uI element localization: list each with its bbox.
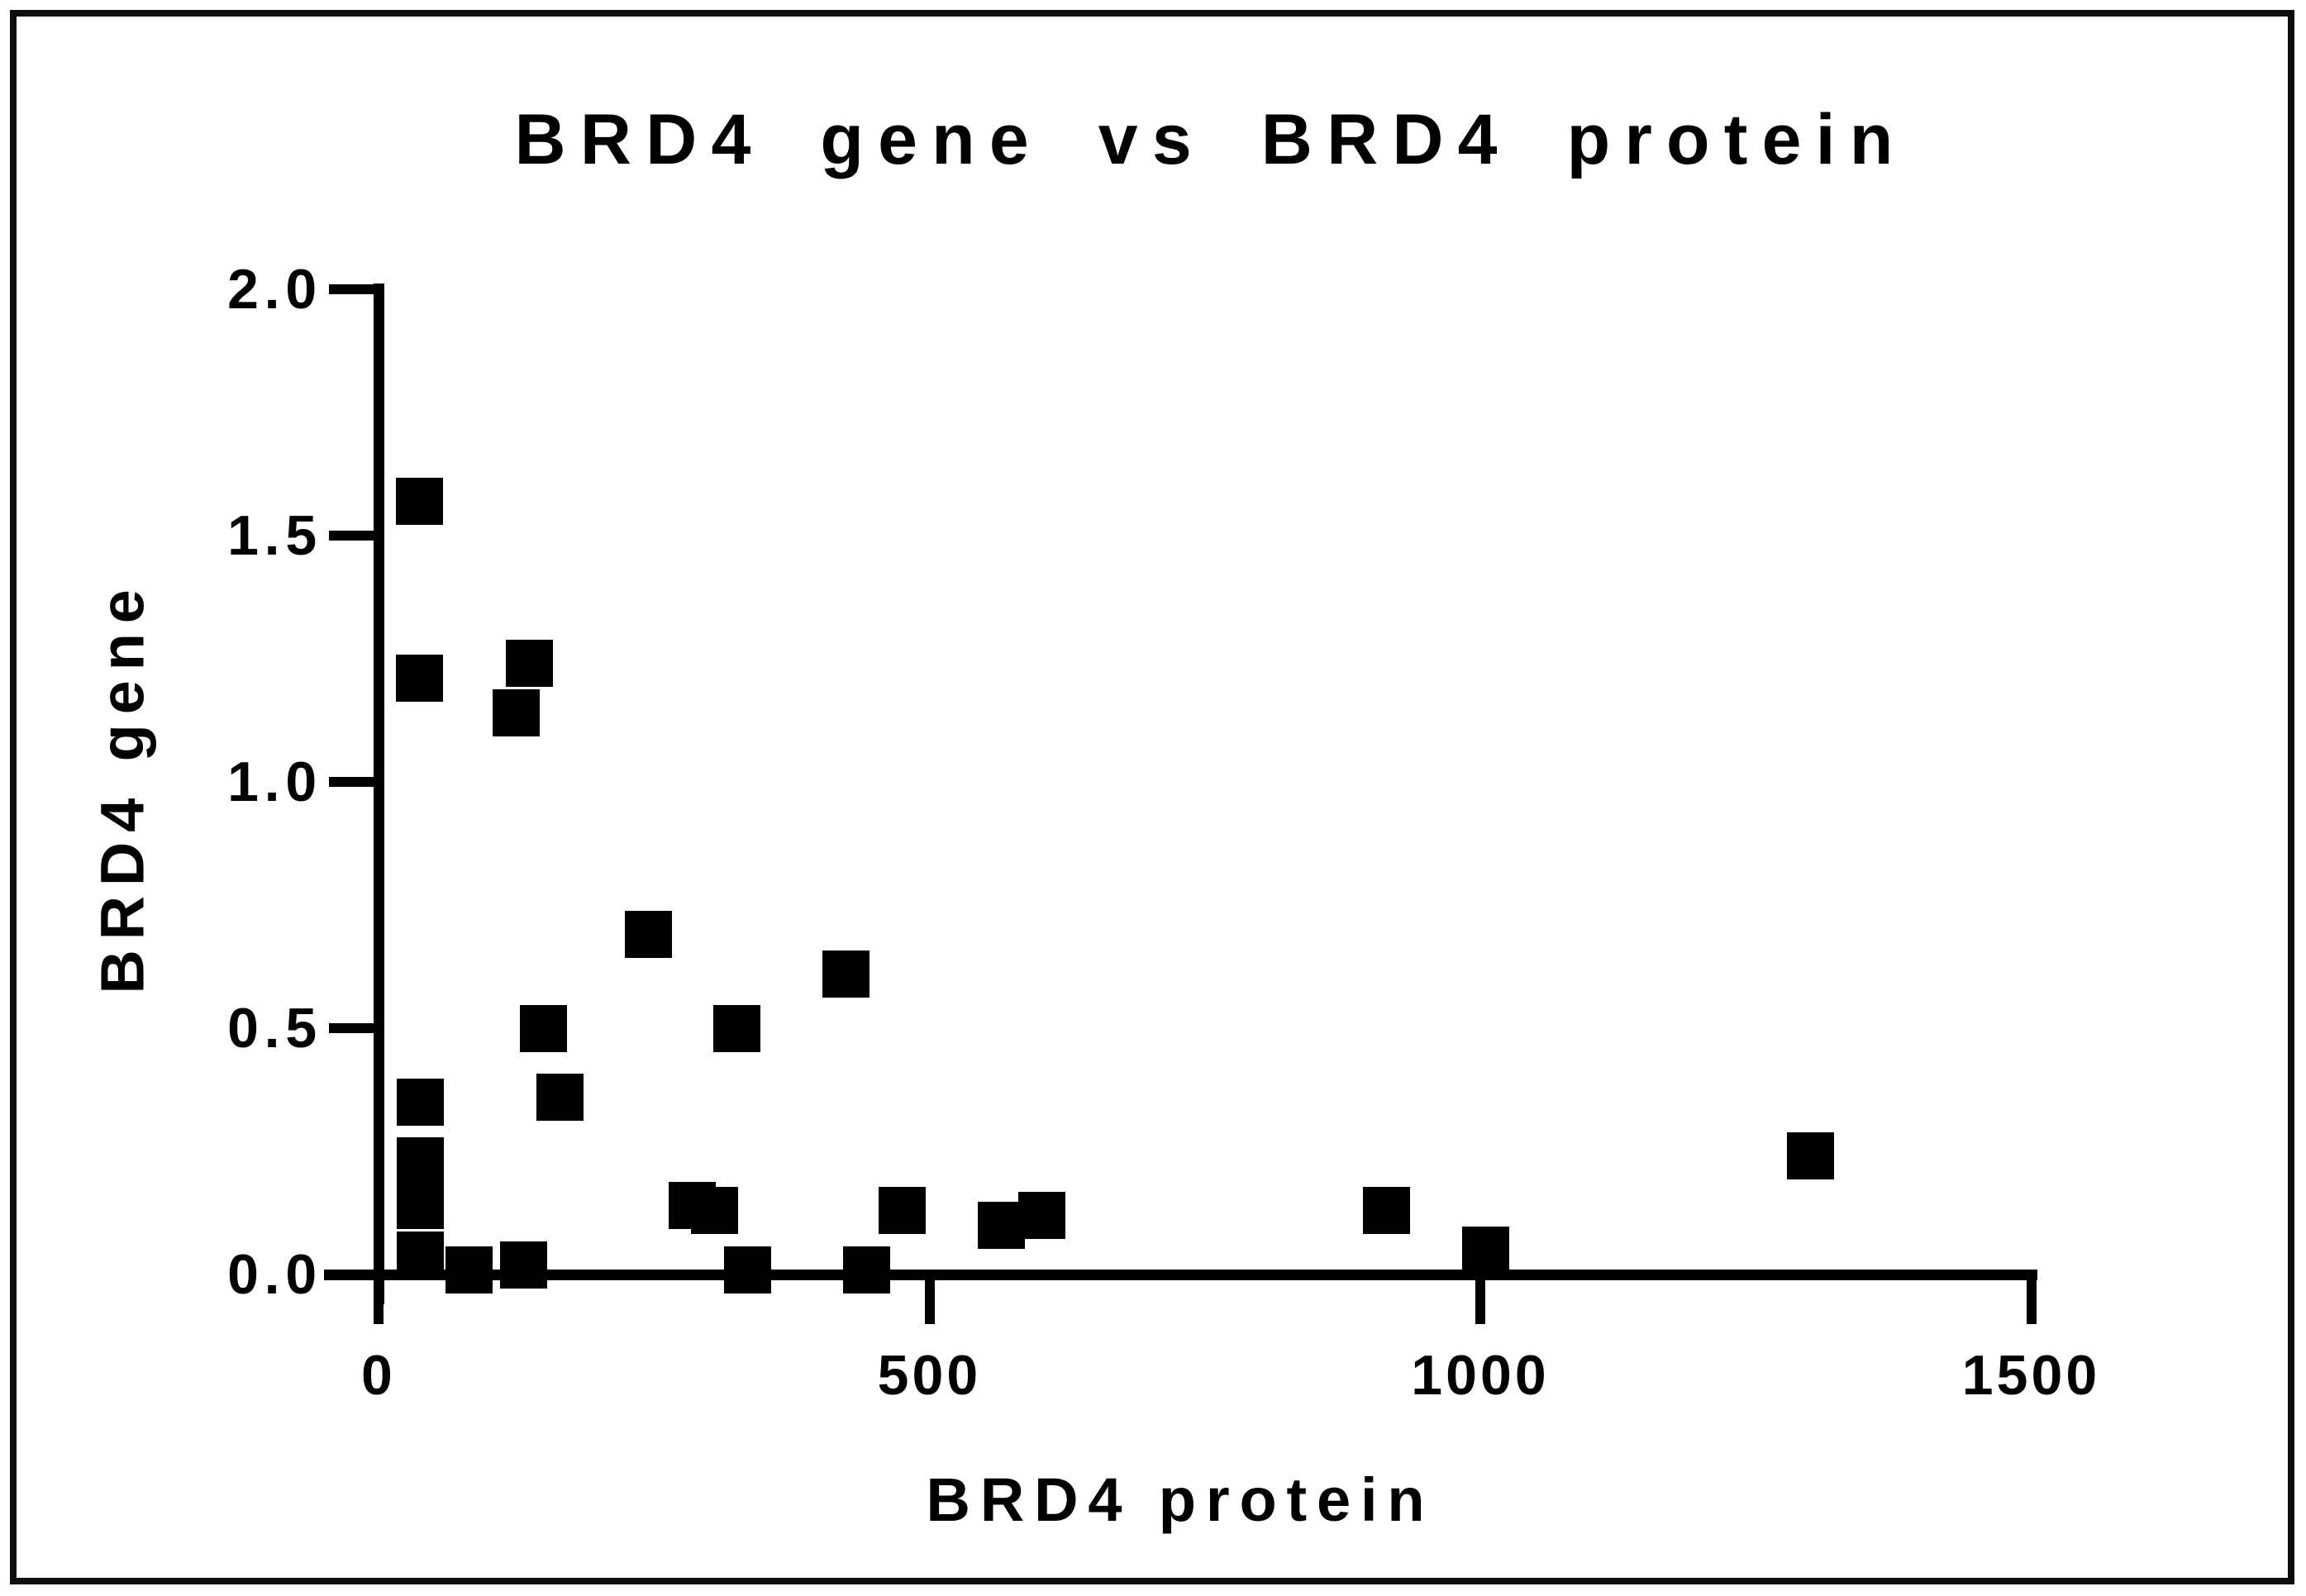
y-tick-label: 2.0 (227, 258, 322, 321)
data-point-marker (724, 1246, 772, 1293)
data-point-marker (1787, 1132, 1835, 1180)
y-tick-label: 1.5 (227, 504, 322, 567)
data-point-marker (878, 1187, 926, 1235)
data-point-marker (520, 1004, 568, 1052)
y-tick-label: 0.0 (227, 1243, 322, 1306)
chart-title: BRD4 gene vs BRD4 protein (514, 100, 1908, 179)
y-tick-label: 0.5 (227, 997, 322, 1060)
data-point-marker (395, 477, 443, 525)
x-axis-line (324, 1269, 2037, 1280)
data-point-marker (843, 1246, 891, 1293)
y-tick-mark (329, 1023, 374, 1033)
data-point-marker (1017, 1191, 1065, 1239)
data-point-marker (493, 689, 541, 737)
data-point-marker (691, 1187, 739, 1235)
data-point-marker (536, 1073, 584, 1121)
x-tick-label: 0 (361, 1344, 396, 1407)
x-tick-mark (2026, 1279, 2037, 1324)
x-tick-label: 500 (877, 1344, 982, 1407)
y-tick-label: 1.0 (227, 750, 322, 813)
x-tick-mark (1475, 1279, 1485, 1324)
data-point-marker (506, 640, 554, 688)
x-tick-mark (374, 1279, 384, 1324)
figure-border (10, 10, 2294, 1584)
y-tick-mark (329, 777, 374, 787)
x-tick-label: 1000 (1411, 1344, 1550, 1407)
data-point-marker (397, 1078, 445, 1126)
data-point-marker (1363, 1187, 1411, 1235)
data-point-marker (397, 1231, 445, 1279)
y-tick-mark (329, 531, 374, 541)
y-axis-line (373, 283, 384, 1304)
x-tick-label: 1500 (1961, 1344, 2101, 1407)
x-axis-label: BRD4 protein (926, 1465, 1435, 1534)
data-point-marker (625, 911, 673, 959)
data-point-marker (397, 1137, 445, 1185)
y-tick-mark (329, 1270, 374, 1279)
data-point-marker (1462, 1226, 1510, 1274)
data-point-marker (822, 950, 870, 998)
data-point-marker (977, 1201, 1025, 1249)
data-point-marker (445, 1246, 493, 1293)
data-point-marker (395, 655, 443, 703)
data-point-marker (397, 1182, 445, 1230)
data-point-marker (712, 1004, 760, 1052)
x-tick-mark (924, 1279, 935, 1324)
y-tick-mark (329, 284, 374, 294)
data-point-marker (500, 1241, 548, 1289)
